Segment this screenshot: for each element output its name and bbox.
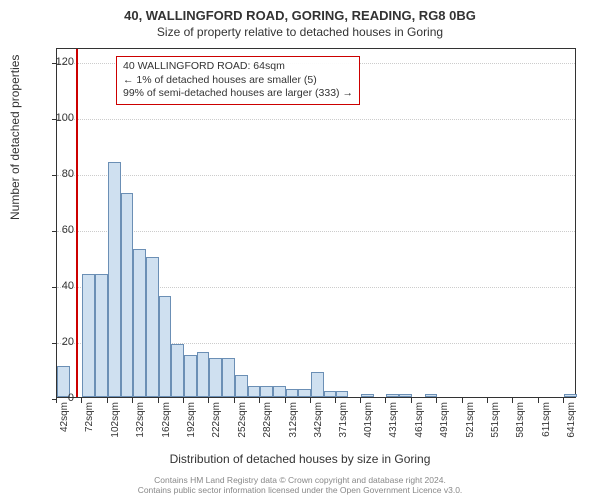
xtick-label: 401sqm <box>363 402 374 452</box>
y-axis-label: Number of detached properties <box>8 55 22 220</box>
xtick-label: 491sqm <box>439 402 450 452</box>
xtick-mark <box>285 398 286 403</box>
ytick-label: 20 <box>34 336 74 348</box>
xtick-label: 371sqm <box>338 402 349 452</box>
ytick-label: 80 <box>34 168 74 180</box>
histogram-bar <box>399 394 412 397</box>
histogram-bar <box>324 391 337 397</box>
histogram-bar <box>311 372 324 397</box>
xtick-mark <box>259 398 260 403</box>
ytick-label: 120 <box>34 56 74 68</box>
histogram-bar <box>171 344 184 397</box>
grid-line <box>57 175 575 176</box>
xtick-label: 252sqm <box>237 402 248 452</box>
ytick-label: 40 <box>34 280 74 292</box>
xtick-label: 461sqm <box>414 402 425 452</box>
histogram-bar <box>82 274 95 397</box>
xtick-mark <box>411 398 412 403</box>
xtick-mark <box>487 398 488 403</box>
histogram-bar <box>564 394 577 397</box>
xtick-label: 222sqm <box>211 402 222 452</box>
histogram-bar <box>361 394 374 397</box>
property-marker-line <box>76 49 78 397</box>
ytick-label: 100 <box>34 112 74 124</box>
histogram-bar <box>273 386 286 397</box>
annotation-line-2: ← 1% of detached houses are smaller (5) <box>123 74 353 88</box>
xtick-mark <box>208 398 209 403</box>
xtick-mark <box>436 398 437 403</box>
histogram-bar <box>298 389 311 397</box>
xtick-label: 641sqm <box>566 402 577 452</box>
histogram-bar <box>386 394 399 397</box>
histogram-bar <box>425 394 438 397</box>
ytick-label: 60 <box>34 224 74 236</box>
xtick-label: 42sqm <box>59 402 70 452</box>
xtick-label: 102sqm <box>110 402 121 452</box>
xtick-mark <box>158 398 159 403</box>
xtick-label: 551sqm <box>490 402 501 452</box>
xtick-label: 192sqm <box>186 402 197 452</box>
xtick-label: 611sqm <box>541 402 552 452</box>
xtick-mark <box>385 398 386 403</box>
xtick-label: 312sqm <box>288 402 299 452</box>
plot-area: 40 WALLINGFORD ROAD: 64sqm ← 1% of detac… <box>56 48 576 398</box>
xtick-mark <box>335 398 336 403</box>
grid-line <box>57 119 575 120</box>
xtick-label: 431sqm <box>388 402 399 452</box>
footer-line-2: Contains public sector information licen… <box>0 485 600 496</box>
xtick-label: 162sqm <box>161 402 172 452</box>
histogram-bar <box>260 386 273 397</box>
xtick-mark <box>183 398 184 403</box>
xtick-label: 132sqm <box>135 402 146 452</box>
xtick-label: 282sqm <box>262 402 273 452</box>
footer-line-1: Contains HM Land Registry data © Crown c… <box>0 475 600 486</box>
xtick-label: 72sqm <box>84 402 95 452</box>
histogram-bar <box>146 257 159 397</box>
annotation-box: 40 WALLINGFORD ROAD: 64sqm ← 1% of detac… <box>116 56 360 105</box>
annotation-line-3: 99% of semi-detached houses are larger (… <box>123 87 353 101</box>
xtick-label: 521sqm <box>465 402 476 452</box>
grid-line <box>57 231 575 232</box>
xtick-mark <box>234 398 235 403</box>
histogram-bar <box>184 355 197 397</box>
xtick-mark <box>563 398 564 403</box>
xtick-mark <box>538 398 539 403</box>
xtick-mark <box>512 398 513 403</box>
chart-container: 40, WALLINGFORD ROAD, GORING, READING, R… <box>0 0 600 500</box>
chart-title: 40, WALLINGFORD ROAD, GORING, READING, R… <box>0 0 600 23</box>
xtick-mark <box>310 398 311 403</box>
xtick-label: 342sqm <box>313 402 324 452</box>
xtick-mark <box>132 398 133 403</box>
histogram-bar <box>197 352 210 397</box>
histogram-bar <box>121 193 134 397</box>
histogram-bar <box>159 296 172 397</box>
xtick-mark <box>360 398 361 403</box>
histogram-bar <box>209 358 222 397</box>
histogram-bar <box>95 274 108 397</box>
footer-attribution: Contains HM Land Registry data © Crown c… <box>0 475 600 496</box>
ytick-label: 0 <box>34 392 74 404</box>
xtick-mark <box>107 398 108 403</box>
histogram-bar <box>235 375 248 397</box>
annotation-line-1: 40 WALLINGFORD ROAD: 64sqm <box>123 60 353 74</box>
xtick-mark <box>462 398 463 403</box>
histogram-bar <box>133 249 146 397</box>
histogram-bar <box>108 162 121 397</box>
x-axis-label: Distribution of detached houses by size … <box>0 452 600 466</box>
xtick-mark <box>81 398 82 403</box>
histogram-bar <box>248 386 261 397</box>
histogram-bar <box>286 389 299 397</box>
xtick-label: 581sqm <box>515 402 526 452</box>
chart-subtitle: Size of property relative to detached ho… <box>0 23 600 39</box>
histogram-bar <box>336 391 349 397</box>
histogram-bar <box>222 358 235 397</box>
